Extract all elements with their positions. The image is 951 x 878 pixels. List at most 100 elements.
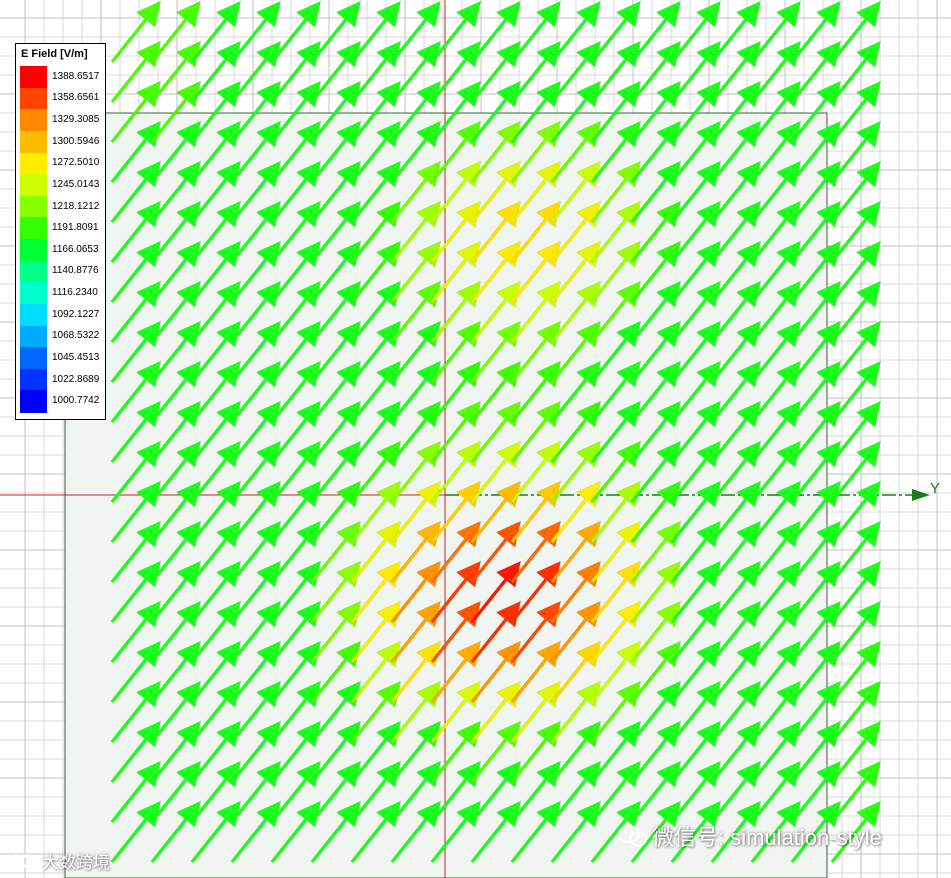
field-arrow <box>750 400 802 464</box>
field-arrow <box>270 480 322 544</box>
field-arrow <box>710 280 762 344</box>
field-arrow <box>390 120 442 184</box>
field-arrow <box>830 680 882 744</box>
legend-swatch <box>20 195 47 218</box>
field-arrow <box>470 800 522 864</box>
field-arrow <box>110 0 162 64</box>
field-arrow <box>310 80 362 144</box>
field-arrow <box>150 480 202 544</box>
field-arrow <box>550 680 602 744</box>
field-arrow <box>630 640 682 704</box>
field-arrow <box>750 120 802 184</box>
field-arrow <box>830 760 882 824</box>
field-arrow <box>630 800 682 864</box>
field-arrow <box>550 440 602 504</box>
field-arrow <box>270 160 322 224</box>
field-arrow <box>390 480 442 544</box>
field-arrow <box>550 280 602 344</box>
field-arrow <box>790 0 842 64</box>
field-arrow <box>670 520 722 584</box>
field-arrow <box>110 320 162 384</box>
field-arrow <box>190 120 242 184</box>
field-arrow <box>270 560 322 624</box>
field-arrow <box>390 40 442 104</box>
field-arrow <box>230 680 282 744</box>
field-arrow <box>790 520 842 584</box>
field-arrow <box>350 480 402 544</box>
field-arrow <box>270 680 322 744</box>
field-arrow <box>110 480 162 544</box>
field-arrow <box>710 320 762 384</box>
field-arrow <box>470 760 522 824</box>
field-arrow <box>470 160 522 224</box>
field-arrow <box>510 0 562 64</box>
field-arrow <box>510 720 562 784</box>
field-arrow <box>790 680 842 744</box>
field-arrow <box>590 40 642 104</box>
field-arrow <box>470 480 522 544</box>
field-arrow <box>110 80 162 144</box>
field-arrow <box>670 680 722 744</box>
field-arrow <box>590 760 642 824</box>
legend-swatch <box>20 325 47 348</box>
field-arrow <box>790 760 842 824</box>
field-arrow <box>230 320 282 384</box>
field-arrow <box>270 520 322 584</box>
legend-label: 1329.3085 <box>52 114 100 126</box>
color-legend[interactable]: E Field [V/m] 1388.6517 1358.6561 1329.308… <box>15 43 106 420</box>
field-arrow <box>750 520 802 584</box>
field-arrow <box>350 800 402 864</box>
field-arrow <box>710 40 762 104</box>
field-arrow <box>630 760 682 824</box>
field-arrow <box>310 360 362 424</box>
legend-title: E Field [V/m] <box>21 48 88 60</box>
field-arrow <box>830 720 882 784</box>
field-arrow <box>110 520 162 584</box>
field-arrow <box>310 480 362 544</box>
field-arrow <box>710 200 762 264</box>
field-arrow <box>670 440 722 504</box>
field-arrow <box>350 520 402 584</box>
field-arrow <box>750 360 802 424</box>
logo-icon <box>8 851 38 876</box>
legend-swatch <box>20 347 47 370</box>
field-arrow <box>190 480 242 544</box>
field-arrow <box>790 160 842 224</box>
field-arrow <box>430 720 482 784</box>
field-arrow <box>670 760 722 824</box>
wechat-watermark-text: 微信号: simulation-style <box>652 825 882 850</box>
field-arrow <box>710 600 762 664</box>
legend-swatch <box>20 174 47 197</box>
field-arrow <box>790 400 842 464</box>
legend-swatch <box>20 282 47 305</box>
field-arrow <box>190 360 242 424</box>
field-arrow <box>590 200 642 264</box>
field-arrow <box>550 40 602 104</box>
field-arrow <box>310 640 362 704</box>
field-arrow <box>630 120 682 184</box>
field-arrow <box>670 360 722 424</box>
field-arrow <box>350 320 402 384</box>
field-arrow <box>190 680 242 744</box>
field-arrow <box>510 480 562 544</box>
field-arrow <box>710 520 762 584</box>
field-arrow <box>350 240 402 304</box>
legend-label: 1358.6561 <box>52 92 100 104</box>
field-arrow <box>390 440 442 504</box>
field-arrow <box>190 0 242 64</box>
field-arrow <box>350 680 402 744</box>
field-arrow <box>430 160 482 224</box>
field-arrow <box>510 280 562 344</box>
field-arrow <box>750 40 802 104</box>
field-arrow <box>830 200 882 264</box>
field-arrow <box>550 0 602 64</box>
field-arrow <box>550 720 602 784</box>
field-arrow <box>150 600 202 664</box>
field-arrow <box>710 80 762 144</box>
field-arrow <box>310 160 362 224</box>
field-arrow <box>310 40 362 104</box>
field-arrow <box>790 480 842 544</box>
legend-label: 1022.8689 <box>52 373 100 385</box>
